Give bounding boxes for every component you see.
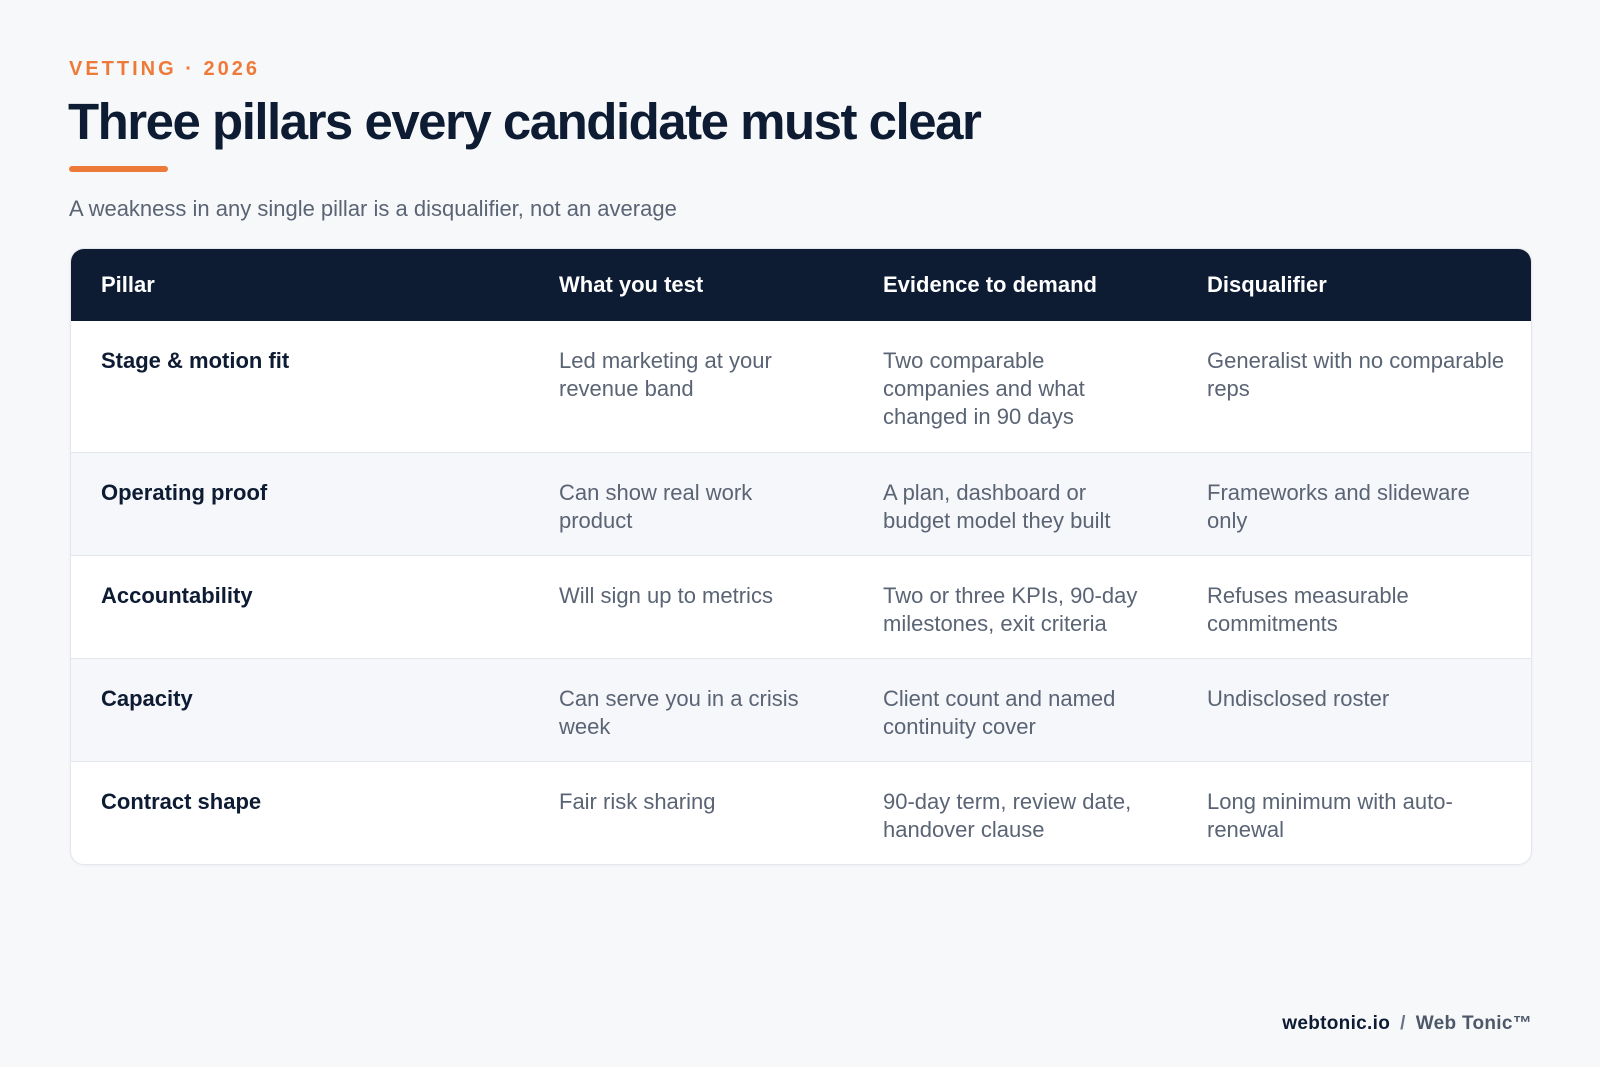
table-row: Accountability Will sign up to metrics T… <box>71 554 1531 658</box>
pillars-table-card: Pillar What you test Evidence to demand … <box>70 248 1532 865</box>
table-row: Operating proof Can show real work produ… <box>71 451 1531 555</box>
disqualifier-cell: Frameworks and slideware only <box>1177 451 1531 555</box>
pillar-cell: Operating proof <box>71 451 529 555</box>
footer-separator: / <box>1400 1013 1406 1034</box>
column-header-test: What you test <box>559 272 704 297</box>
table-header-row: Pillar What you test Evidence to demand … <box>71 249 1531 321</box>
test-cell: Led marketing at your revenue band <box>559 348 772 401</box>
pillar-cell: Capacity <box>71 657 529 761</box>
page-subtitle: A weakness in any single pillar is a dis… <box>69 196 677 221</box>
pillar-cell: Stage & motion fit <box>101 348 290 373</box>
disqualifier-cell: Undisclosed roster <box>1177 657 1531 761</box>
disqualifier-cell: Generalist with no comparable reps <box>1207 348 1505 401</box>
pillars-table: Pillar What you test Evidence to demand … <box>71 249 1531 864</box>
column-header-disqualifier: Disqualifier <box>1207 272 1327 297</box>
test-cell: Fair risk sharing <box>529 760 853 864</box>
column-header-evidence: Evidence to demand <box>883 272 1097 297</box>
eyebrow-label: VETTING · 2026 <box>69 58 260 80</box>
footer-credit: webtonic.io / Web Tonic™ <box>1282 1013 1532 1035</box>
pillar-cell: Accountability <box>71 554 529 658</box>
footer-domain: webtonic.io <box>1282 1013 1391 1034</box>
footer-brand: Web Tonic™ <box>1415 1013 1532 1034</box>
title-accent-bar <box>69 166 168 172</box>
test-cell: Can serve you in a crisis week <box>529 657 853 761</box>
disqualifier-cell: Long minimum with auto-renewal <box>1177 760 1531 864</box>
page-title: Three pillars every candidate must clear <box>68 93 982 150</box>
column-header-pillar: Pillar <box>101 272 155 297</box>
test-cell: Will sign up to metrics <box>529 554 853 658</box>
table-row: Stage & motion fit Led marketing at your… <box>71 321 1531 452</box>
disqualifier-cell: Refuses measurable commitments <box>1177 554 1531 658</box>
table-row: Contract shape Fair risk sharing 90-day … <box>71 760 1531 864</box>
table-row: Capacity Can serve you in a crisis week … <box>71 657 1531 761</box>
test-cell: Can show real work product <box>529 451 853 555</box>
evidence-cell: A plan, dashboard or budget model they b… <box>853 451 1177 555</box>
evidence-cell: Two or three KPIs, 90-day milestones, ex… <box>853 554 1177 658</box>
evidence-cell: Two comparable companies and what change… <box>883 348 1085 429</box>
evidence-cell: Client count and named continuity cover <box>853 657 1177 761</box>
pillar-cell: Contract shape <box>71 760 529 864</box>
evidence-cell: 90-day term, review date, handover claus… <box>853 760 1177 864</box>
